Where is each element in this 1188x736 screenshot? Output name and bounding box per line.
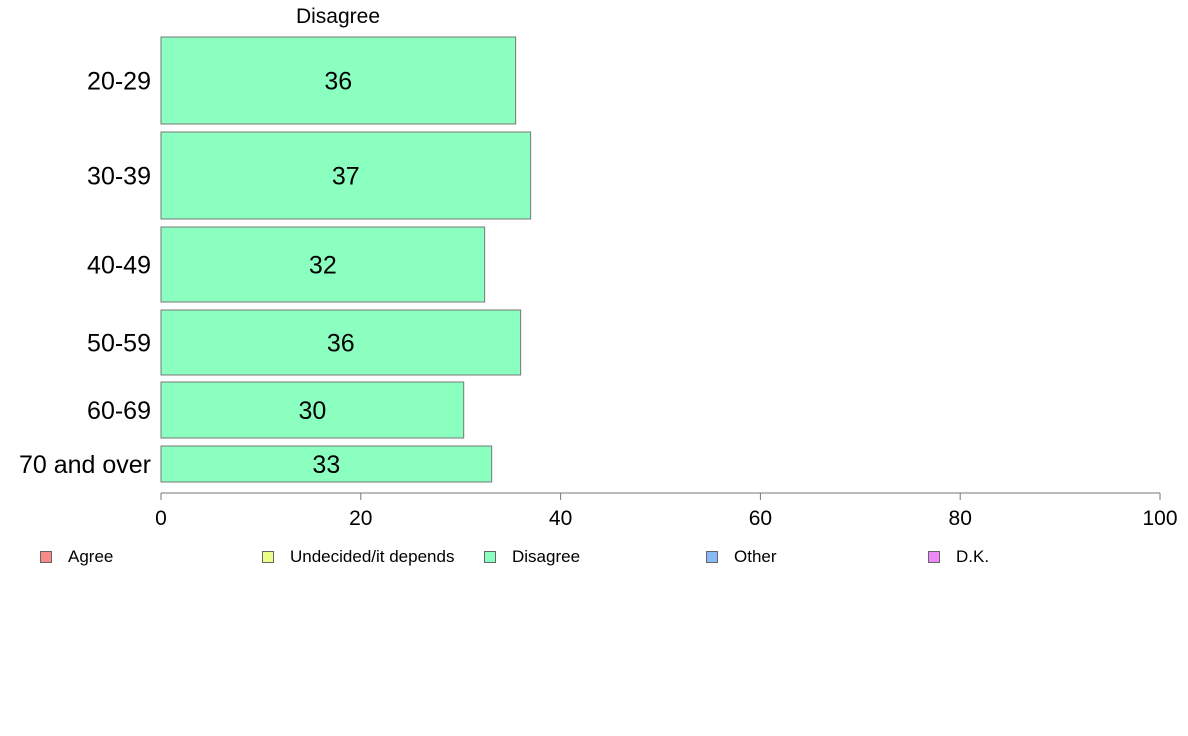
chart-title: Disagree	[296, 5, 380, 28]
data-label: 33	[312, 451, 340, 479]
legend-item-other: Other	[706, 546, 777, 568]
x-tick-label: 40	[549, 507, 572, 530]
category-label: 70 and over	[19, 451, 151, 479]
bar	[160, 226, 486, 303]
legend-label: Agree	[68, 547, 114, 566]
legend-label: Undecided/it depends	[290, 547, 455, 566]
bar	[160, 381, 465, 439]
legend: Agree Undecided/it depends Disagree Othe…	[0, 546, 1188, 570]
legend-item-agree: Agree	[40, 546, 113, 568]
category-label: 30-39	[87, 163, 151, 191]
x-tick-label: 100	[1142, 507, 1177, 530]
legend-label: Other	[734, 547, 777, 566]
bar-chart: Disagree 36 20-29 37 30-39 32 40-49 36 50-59 30 60…	[19, 5, 1178, 530]
legend-item-undecided: Undecided/it depends	[262, 546, 454, 568]
bar	[160, 309, 522, 376]
legend-label: D.K.	[956, 547, 990, 566]
bar	[160, 445, 493, 483]
x-tick-label: 20	[349, 507, 372, 530]
chart: Disagree 36 20-29 37 30-39 32 40-49 36 50-59 30 60…	[19, 5, 1178, 530]
x-tick-label: 80	[949, 507, 972, 530]
legend-swatch	[706, 551, 718, 563]
data-label: 36	[327, 330, 355, 358]
data-label: 36	[324, 68, 352, 96]
category-label: 20-29	[87, 68, 151, 96]
category-label: 50-59	[87, 330, 151, 358]
data-label: 30	[298, 397, 326, 425]
bar	[160, 131, 532, 220]
category-label: 60-69	[87, 397, 151, 425]
x-tick-label: 0	[155, 507, 167, 530]
legend-swatch	[40, 551, 52, 563]
legend-swatch	[484, 551, 496, 563]
legend-item-dk: D.K.	[928, 546, 989, 568]
legend-label: Disagree	[512, 547, 581, 566]
data-label: 37	[332, 163, 360, 191]
legend-swatch	[262, 551, 274, 563]
legend-swatch	[928, 551, 940, 563]
data-label: 32	[309, 252, 337, 280]
x-tick-label: 60	[749, 507, 772, 530]
legend-item-disagree: Disagree	[484, 546, 580, 568]
category-label: 40-49	[87, 252, 151, 280]
bar	[160, 36, 517, 125]
